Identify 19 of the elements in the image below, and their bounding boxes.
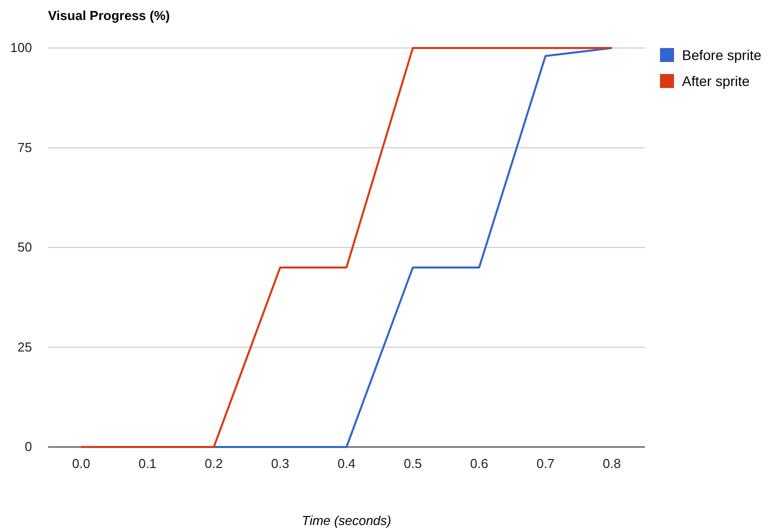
x-tick-label: 0.7 (536, 456, 555, 472)
x-tick-label: 0.8 (602, 456, 621, 472)
y-tick-label: 50 (18, 240, 32, 255)
x-axis-title: Time (seconds) (302, 513, 392, 528)
x-tick-label: 0.0 (72, 456, 90, 472)
x-tick-label: 0.6 (470, 456, 488, 472)
chart-title: Visual Progress (%) (48, 8, 170, 23)
y-tick-label: 100 (10, 40, 32, 56)
legend-label: After sprite (682, 73, 750, 89)
legend-label: Before sprite (682, 47, 762, 63)
x-tick-label: 0.2 (204, 456, 223, 472)
y-tick-label: 75 (18, 140, 32, 155)
y-tick-label: 0 (24, 439, 32, 454)
x-tick-label: 0.4 (337, 456, 356, 472)
line-series (80, 47, 613, 448)
x-tick-label: 0.3 (271, 456, 290, 472)
x-tick-label: 0.1 (138, 456, 157, 472)
y-tick-label: 25 (18, 339, 32, 354)
x-tick-label: 0.5 (404, 456, 422, 472)
